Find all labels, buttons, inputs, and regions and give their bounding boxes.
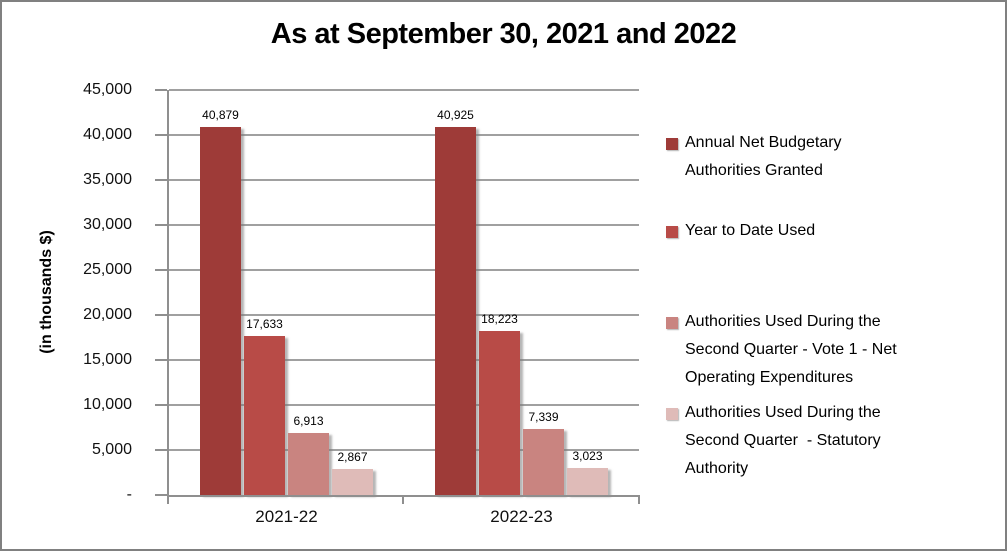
y-axis-tickmark <box>155 89 167 91</box>
y-tick-label: 20,000 <box>83 306 132 323</box>
legend-label: Authorities Used During the Second Quart… <box>685 313 902 386</box>
legend-swatch <box>666 138 678 150</box>
y-tick-label: 10,000 <box>83 396 132 413</box>
gridline <box>169 404 639 406</box>
legend-item: Authorities Used During the Second Quart… <box>666 399 920 483</box>
y-axis-tickmark <box>155 269 167 271</box>
y-axis-tickmark <box>155 134 167 136</box>
bar <box>435 126 476 495</box>
gridline <box>169 314 639 316</box>
bar-value-label: 18,223 <box>481 312 518 326</box>
y-tick-label: 35,000 <box>83 171 132 188</box>
y-axis-tickmark <box>155 224 167 226</box>
bar <box>200 127 241 495</box>
y-axis-tickmark <box>155 404 167 406</box>
plot-area: 40,879 17,633 6,913 2,867 40,925 18,223 7,339 3… <box>169 89 639 495</box>
bar-value-label: 17,633 <box>246 317 283 332</box>
bar-value-label: 3,023 <box>572 448 603 463</box>
x-category-label: 2022-23 <box>490 507 553 526</box>
gridline <box>169 224 639 226</box>
gridline <box>169 179 639 181</box>
legend-swatch <box>666 408 678 420</box>
y-axis-tickmark <box>155 449 167 451</box>
y-axis-line <box>167 90 169 495</box>
y-axis-tickmark <box>155 314 167 316</box>
gridline <box>169 359 639 361</box>
legend-label: Year to Date Used <box>685 222 816 239</box>
y-tick-label: - <box>126 486 132 503</box>
bar <box>567 467 608 495</box>
legend-label: Annual Net Budgetary Authorities Granted <box>685 134 846 179</box>
legend-swatch <box>666 317 678 329</box>
bar <box>523 428 564 495</box>
x-category-label: 2021-22 <box>255 507 318 526</box>
gridline <box>169 269 639 271</box>
x-axis-tickmark <box>402 495 404 504</box>
gridline <box>169 449 639 451</box>
bar-value-label: 7,339 <box>528 409 559 424</box>
y-tick-label: 30,000 <box>83 216 132 233</box>
legend-label: Authorities Used During the Second Quart… <box>685 404 886 477</box>
legend-item: Annual Net Budgetary Authorities Granted <box>666 129 920 185</box>
y-tick-label: 15,000 <box>83 351 132 368</box>
y-tick-label: 40,000 <box>83 126 132 143</box>
y-axis-tickmark <box>155 494 167 496</box>
bar-value-label: 40,879 <box>202 108 239 123</box>
bar-value-label: 40,925 <box>437 107 474 122</box>
y-tick-label: 5,000 <box>91 441 132 458</box>
y-axis-title: (in thousands $) <box>38 230 55 354</box>
bar <box>479 331 520 495</box>
chart-title: As at September 30, 2021 and 2022 <box>270 18 737 50</box>
bar <box>332 469 373 495</box>
legend-item: Authorities Used During the Second Quart… <box>666 308 920 392</box>
legend-swatch <box>666 226 678 238</box>
y-tick-label: 45,000 <box>83 81 132 98</box>
gridline <box>169 89 639 91</box>
gridline <box>169 134 639 136</box>
y-axis-tickmark <box>155 179 167 181</box>
x-axis-tickmark <box>167 495 169 504</box>
bar <box>288 432 329 495</box>
bar-value-label: 6,913 <box>293 413 324 428</box>
y-tick-label: 25,000 <box>83 261 132 278</box>
y-axis-tickmark <box>155 359 167 361</box>
bar <box>244 336 285 495</box>
x-axis-tickmark <box>638 495 640 504</box>
bar-value-label: 2,867 <box>337 450 368 465</box>
legend-item: Year to Date Used <box>666 217 920 245</box>
